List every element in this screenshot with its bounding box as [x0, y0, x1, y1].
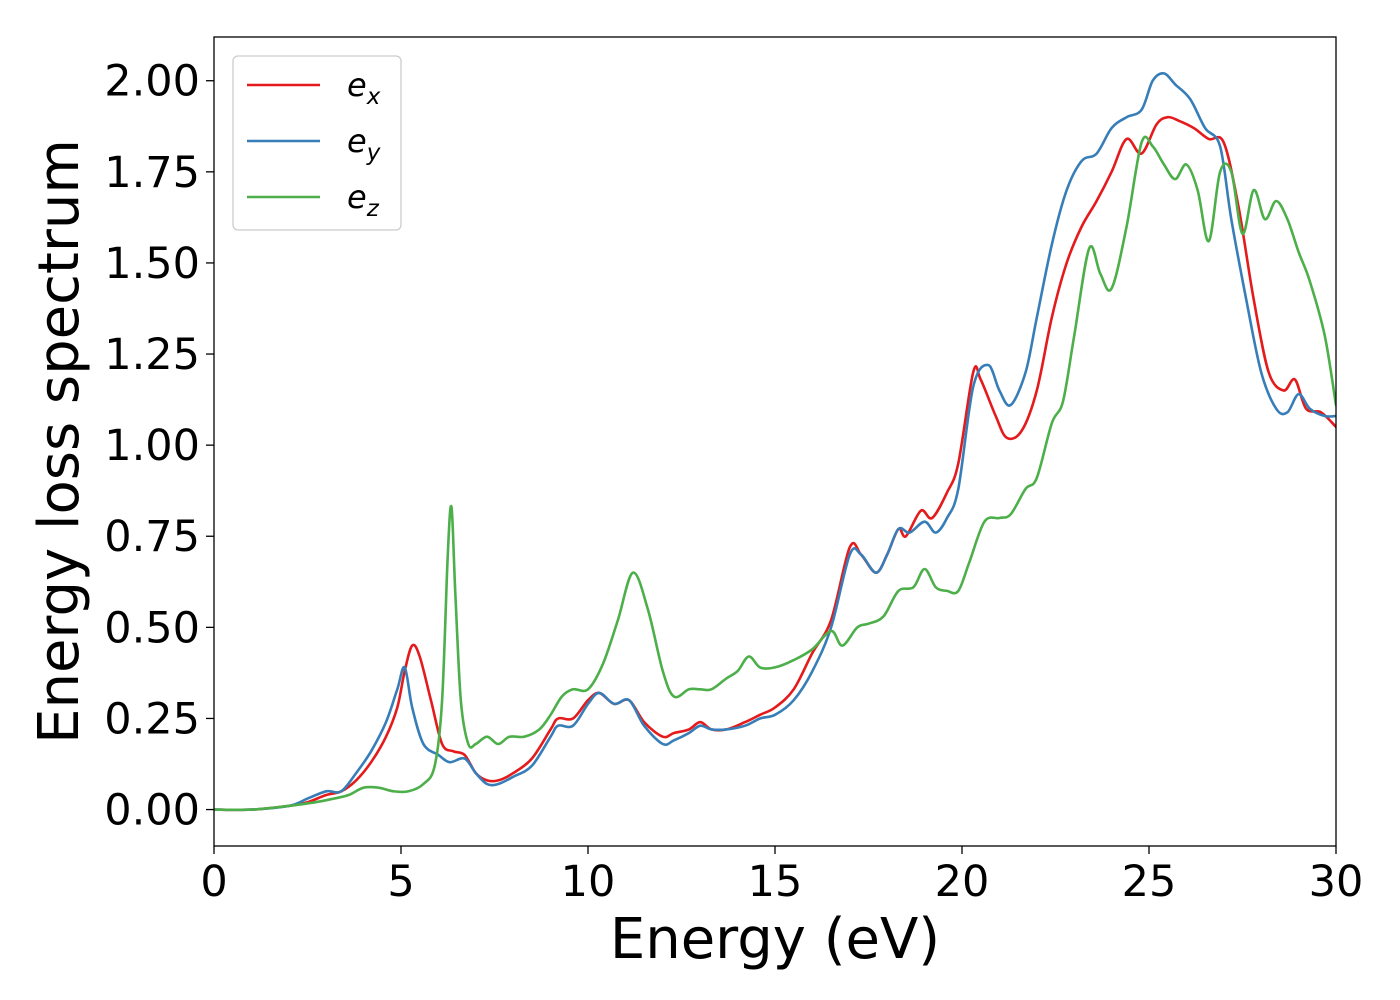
legend-label-ez: ez: [347, 178, 380, 222]
y-tick-label: 0.00: [104, 786, 200, 836]
y-tick-label: 0.75: [104, 512, 200, 562]
y-tick-label: 0.50: [104, 603, 200, 653]
x-tick-label: 25: [1122, 857, 1177, 907]
x-tick-label: 5: [387, 857, 414, 907]
x-tick-label: 0: [200, 857, 227, 907]
legend-label-ey: ey: [347, 122, 381, 166]
series-line-ey: [214, 71, 1336, 812]
y-axis-ticks: 0.00 0.25 0.50 0.75 1.00 1.25 1.50 1.75 2.00: [104, 57, 214, 836]
y-tick-label: 1.25: [104, 330, 200, 380]
series-line-ez: [214, 135, 1336, 812]
y-tick-label: 1.75: [104, 148, 200, 198]
y-tick-label: 2.00: [104, 57, 200, 107]
y-axis-label: Energy loss spectrum: [27, 139, 92, 744]
x-axis-label: Energy (eV): [610, 907, 940, 972]
x-tick-label: 10: [561, 857, 616, 907]
y-tick-label: 0.25: [104, 694, 200, 744]
y-tick-label: 1.50: [104, 239, 200, 289]
x-tick-label: 20: [935, 857, 990, 907]
x-tick-label: 15: [748, 857, 803, 907]
x-tick-label: 30: [1309, 857, 1364, 907]
legend-frame: [232, 55, 402, 231]
x-axis-ticks: 0 5 10 15 20 25 30: [200, 846, 1363, 907]
series-line-ex: [214, 115, 1336, 812]
series-layer: [214, 71, 1336, 812]
y-tick-label: 1.00: [104, 421, 200, 471]
